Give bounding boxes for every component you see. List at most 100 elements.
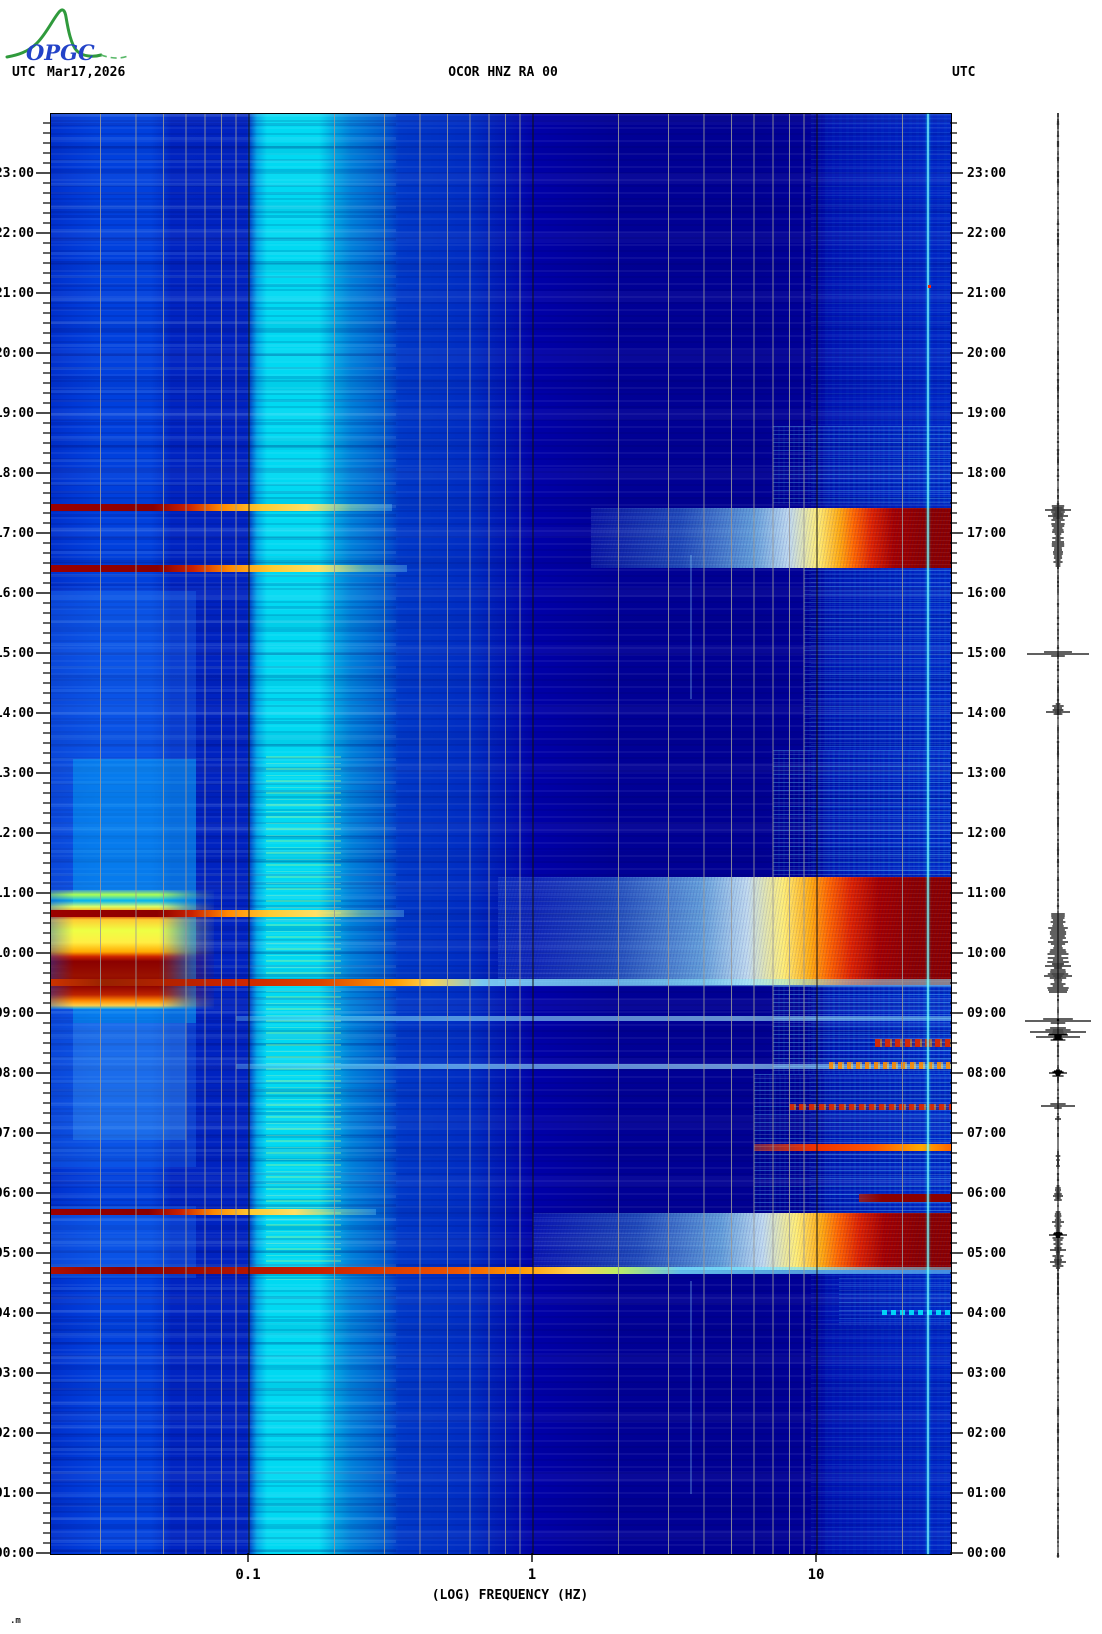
axis-label: 14:00 bbox=[0, 706, 34, 721]
header-utc-left: UTC bbox=[12, 65, 36, 80]
axis-label: 01:00 bbox=[967, 1486, 1006, 1501]
opgc-logo: OPGC bbox=[5, 8, 131, 65]
axis-label: 09:00 bbox=[0, 1006, 34, 1021]
header-utc-right: UTC bbox=[952, 65, 976, 80]
axis-label: 02:00 bbox=[967, 1426, 1006, 1441]
spectrogram-events-layer bbox=[50, 114, 951, 1554]
axis-label: 07:00 bbox=[0, 1126, 34, 1141]
axis-label: 08:00 bbox=[0, 1066, 34, 1081]
header-date: Mar17,2026 bbox=[47, 65, 126, 80]
axis-label: 14:00 bbox=[967, 706, 1006, 721]
event-line-1040 bbox=[50, 910, 404, 918]
soft-region-9 bbox=[753, 1074, 951, 1211]
axis-label: 19:00 bbox=[967, 406, 1006, 421]
axis-label: 04:00 bbox=[967, 1306, 1006, 1321]
footer-note: .m bbox=[10, 1616, 21, 1626]
axis-label: 21:00 bbox=[0, 286, 34, 301]
axis-label: 22:00 bbox=[0, 226, 34, 241]
event-red-dot bbox=[927, 284, 931, 288]
event-line-0443 bbox=[50, 1267, 951, 1275]
event-blob-05 bbox=[533, 1212, 951, 1271]
event-red-0727 bbox=[789, 1104, 951, 1110]
logo-mountain-curve bbox=[5, 8, 103, 59]
axis-label: 16:00 bbox=[967, 586, 1006, 601]
axis-label: 20:00 bbox=[0, 346, 34, 361]
axis-label: 22:00 bbox=[967, 226, 1006, 241]
axis-label: 13:00 bbox=[0, 766, 34, 781]
axis-label: 08:00 bbox=[967, 1066, 1006, 1081]
axis-label: 13:00 bbox=[967, 766, 1006, 781]
axis-label: 17:00 bbox=[967, 526, 1006, 541]
axis-label: 10 bbox=[808, 1567, 825, 1583]
axis-label: 15:00 bbox=[967, 646, 1006, 661]
logo-tail-dash bbox=[100, 54, 131, 59]
spectrogram-row-noise bbox=[51, 114, 951, 1554]
event-cyandash-0402 bbox=[882, 1309, 951, 1315]
event-blob-10 bbox=[497, 877, 951, 986]
event-red-0646 bbox=[753, 1144, 951, 1152]
event-line-1727 bbox=[50, 503, 393, 511]
axis-label: 19:00 bbox=[0, 406, 34, 421]
trace-path bbox=[1047, 113, 1069, 1557]
axis-label: 00:00 bbox=[0, 1546, 34, 1561]
axis-label: 03:00 bbox=[0, 1366, 34, 1381]
axis-label: 10:00 bbox=[967, 946, 1006, 961]
axis-label: 06:00 bbox=[967, 1186, 1006, 1201]
axis-label: 03:00 bbox=[967, 1366, 1006, 1381]
axis-label: 09:00 bbox=[967, 1006, 1006, 1021]
header-station-title: OCOR HNZ RA 00 bbox=[448, 65, 558, 80]
axis-label: 15:00 bbox=[0, 646, 34, 661]
trace-path bbox=[1025, 507, 1091, 1265]
event-tone-24hz bbox=[926, 114, 929, 1554]
axis-label: 1 bbox=[528, 1567, 536, 1583]
axis-label: 02:00 bbox=[0, 1426, 34, 1441]
event-blob-17 bbox=[590, 507, 951, 568]
soft-region-5 bbox=[773, 426, 951, 504]
axis-label: 12:00 bbox=[967, 826, 1006, 841]
logo-text: OPGC bbox=[26, 40, 95, 65]
axis-label: 11:00 bbox=[0, 886, 34, 901]
axis-label: 18:00 bbox=[0, 466, 34, 481]
axis-label: 16:00 bbox=[0, 586, 34, 601]
axis-label: 06:00 bbox=[0, 1186, 34, 1201]
axis-label: 18:00 bbox=[967, 466, 1006, 481]
event-texture bbox=[497, 877, 951, 986]
axis-label: 01:00 bbox=[0, 1486, 34, 1501]
axis-label: 04:00 bbox=[0, 1306, 34, 1321]
event-texture bbox=[533, 1212, 951, 1271]
event-texture bbox=[590, 507, 951, 568]
soft-region-7 bbox=[773, 750, 951, 876]
event-red-0830 bbox=[874, 1038, 951, 1047]
event-warm-block bbox=[50, 890, 214, 1010]
soft-region-2 bbox=[72, 1023, 186, 1140]
event-cyan-0807 bbox=[236, 1064, 951, 1070]
axis-label: 10:00 bbox=[0, 946, 34, 961]
axis-label: 11:00 bbox=[967, 886, 1006, 901]
soft-region-3 bbox=[50, 1206, 196, 1278]
soft-region-6 bbox=[804, 570, 951, 750]
spectrogram-plot-area bbox=[50, 113, 952, 1555]
axis-label: 05:00 bbox=[0, 1246, 34, 1261]
axis-label: 00:00 bbox=[967, 1546, 1006, 1561]
event-line-0542 bbox=[50, 1209, 376, 1215]
spectrogram-frequency-bands bbox=[51, 114, 951, 1554]
soft-region-8 bbox=[773, 985, 951, 1074]
axis-label: 12:00 bbox=[0, 826, 34, 841]
event-darkred-0556 bbox=[858, 1194, 951, 1203]
axis-label: 23:00 bbox=[0, 166, 34, 181]
soft-region-10 bbox=[839, 1278, 951, 1326]
axis-label: 21:00 bbox=[967, 286, 1006, 301]
event-line-0932 bbox=[50, 978, 951, 986]
axis-label: 0.1 bbox=[235, 1567, 260, 1583]
event-orange-0809 bbox=[828, 1061, 951, 1069]
soft-region-0 bbox=[50, 591, 196, 1167]
x-axis-title: (LOG) FREQUENCY (HZ) bbox=[431, 1588, 589, 1603]
axis-label: 05:00 bbox=[967, 1246, 1006, 1261]
event-faint-36hz-a bbox=[689, 555, 692, 699]
event-cyan-0855 bbox=[236, 1016, 951, 1022]
event-faint-36hz-b bbox=[689, 1281, 692, 1494]
axis-label: 17:00 bbox=[0, 526, 34, 541]
event-line-1626 bbox=[50, 564, 407, 572]
axis-label: 20:00 bbox=[967, 346, 1006, 361]
